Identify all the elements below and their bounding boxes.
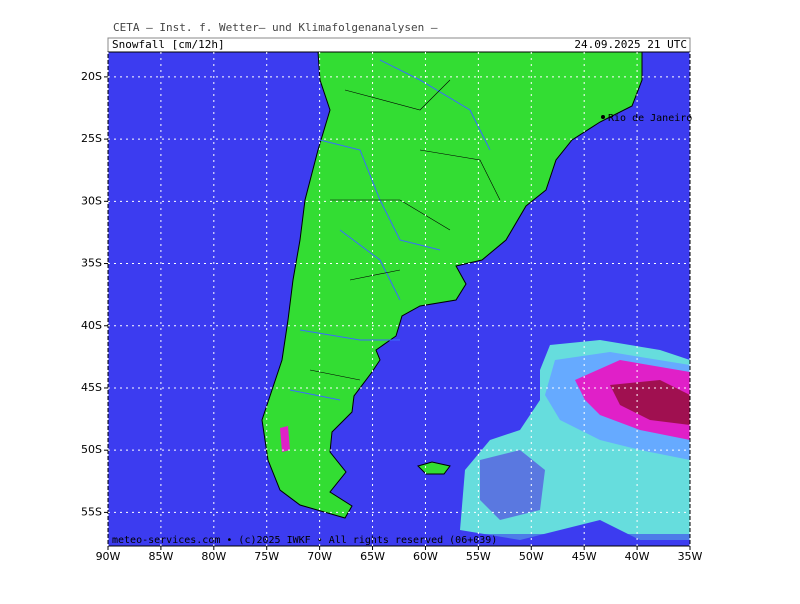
y-tick-label: 45S [81, 381, 102, 394]
city-label: Rio de Janeiro [608, 113, 692, 124]
city-marker [601, 115, 605, 119]
y-tick-label: 40S [81, 319, 102, 332]
x-tick-label: 85W [148, 550, 173, 563]
footer: meteo-services.com • (c)2025 IWKF • All … [112, 535, 497, 546]
header-title: CETA — Inst. f. Wetter— und Klimafolgena… [113, 21, 438, 34]
x-tick-label: 90W [96, 550, 121, 563]
y-tick-label: 25S [81, 132, 102, 145]
y-tick-label: 55S [81, 505, 102, 518]
x-tick-label: 75W [254, 550, 279, 563]
y-tick-label: 35S [81, 257, 102, 270]
y-tick-label: 20S [81, 70, 102, 83]
x-tick-label: 50W [519, 550, 544, 563]
x-tick-label: 80W [201, 550, 226, 563]
x-tick-label: 70W [307, 550, 332, 563]
x-tick-label: 45W [572, 550, 597, 563]
y-tick-label: 50S [81, 443, 102, 456]
valid-time: 24.09.2025 21 UTC [574, 38, 687, 51]
x-tick-label: 65W [360, 550, 385, 563]
y-tick-label: 30S [81, 194, 102, 207]
footer-band [108, 534, 690, 546]
snowfall [280, 340, 690, 540]
variable-label: Snowfall [cm/12h] [112, 38, 225, 51]
land [261, 51, 643, 519]
x-tick-label: 40W [625, 550, 650, 563]
x-tick-label: 35W [678, 550, 703, 563]
x-tick-label: 55W [466, 550, 491, 563]
x-tick-label: 60W [413, 550, 438, 563]
